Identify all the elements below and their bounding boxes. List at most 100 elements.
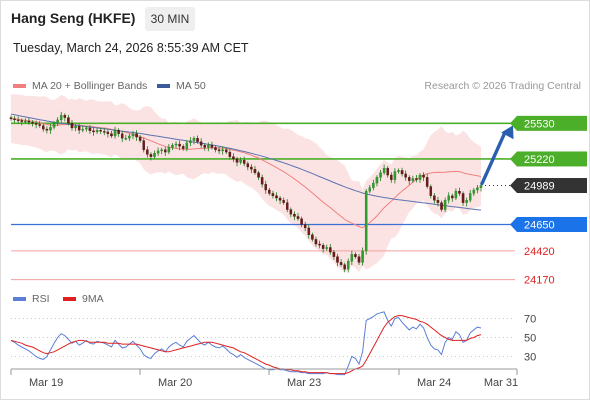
level-label-24989: 24989 <box>524 181 555 193</box>
candle-body <box>92 130 95 133</box>
rsi-tick-70: 70 <box>524 314 536 326</box>
level-box-tip-25220 <box>510 151 517 167</box>
candle-body <box>113 130 117 137</box>
legend-ma20: MA 20 + Bollinger Bands <box>13 80 147 92</box>
x-axis: Mar 19 Mar 20 Mar 23 Mar 24 Mar 31 <box>10 368 518 389</box>
x-tick-label-2: Mar 23 <box>287 377 321 389</box>
candle-body <box>225 149 228 153</box>
legend-9ma-label: 9MA <box>82 293 104 305</box>
candle-body <box>42 125 45 130</box>
candle-body <box>285 202 289 210</box>
candle-body <box>95 130 99 133</box>
candle-body <box>70 123 74 129</box>
price-levels <box>11 122 515 281</box>
candle-body <box>228 151 232 157</box>
candle-body <box>393 171 397 180</box>
candle-body <box>120 133 124 139</box>
candle-body <box>171 145 174 148</box>
legend-ma20-label: MA 20 + Bollinger Bands <box>32 80 148 92</box>
candle-body <box>400 170 404 175</box>
timeframe-badge[interactable]: 30 MIN <box>145 7 195 31</box>
candle-body <box>38 124 41 126</box>
candle-body <box>110 133 113 137</box>
candle-body <box>74 126 77 129</box>
candle-body <box>138 136 142 141</box>
level-label-25220: 25220 <box>524 154 555 166</box>
candle-body <box>31 122 34 124</box>
candle-body <box>425 177 429 187</box>
candle-body <box>106 131 110 134</box>
candle-body <box>382 168 386 173</box>
level-box-tip-24989 <box>510 178 517 194</box>
candle-body <box>332 251 336 257</box>
ma50-swatch <box>157 84 170 88</box>
candle-body <box>88 127 92 131</box>
candle-body <box>235 158 239 163</box>
candles <box>9 111 483 273</box>
ma50-line <box>10 113 482 211</box>
candle-body <box>278 197 282 201</box>
candle-body <box>293 213 296 217</box>
candle-body <box>45 128 49 131</box>
candle-body <box>181 146 185 149</box>
candle-body <box>422 174 425 178</box>
ma20-swatch <box>13 84 26 88</box>
candle-body <box>160 149 163 152</box>
candle-body <box>339 262 343 265</box>
candle-body <box>354 254 357 257</box>
candle-body <box>250 166 253 170</box>
candle-body <box>346 261 350 270</box>
level-box-tip-25530 <box>510 115 517 131</box>
candle-body <box>458 190 461 194</box>
candle-body <box>303 224 307 229</box>
candle-body <box>268 189 271 194</box>
candle-body <box>164 149 167 153</box>
candle-body <box>307 227 311 235</box>
candle-body <box>407 177 411 181</box>
forecast-arrow-shaft <box>480 130 507 186</box>
candle-body <box>217 149 221 152</box>
candle-body <box>433 195 436 201</box>
candle-body <box>210 145 214 148</box>
candle-body <box>185 142 189 149</box>
candle-body <box>178 143 181 147</box>
candle-body <box>436 200 440 203</box>
candle-body <box>454 190 458 199</box>
candle-body <box>103 131 106 133</box>
candle-body <box>411 178 415 181</box>
candle-body <box>207 145 210 148</box>
copyright: Research © 2026 Trading Central <box>424 80 581 92</box>
candle-body <box>443 200 447 210</box>
candle-body <box>461 193 465 203</box>
rsi-swatch <box>13 297 26 301</box>
candle-body <box>379 172 382 178</box>
candle-body <box>372 182 375 188</box>
rsi-tick-50: 50 <box>524 333 536 345</box>
candle-body <box>52 123 56 128</box>
level-box-tip-24650 <box>510 216 517 232</box>
candle-body <box>67 117 70 124</box>
candle-body <box>77 126 81 131</box>
moving-averages <box>10 113 482 229</box>
candle-body <box>99 130 102 132</box>
candle-body <box>314 239 318 245</box>
candle-body <box>375 177 379 184</box>
level-box-24989 <box>517 178 587 194</box>
candle-body <box>260 177 264 185</box>
x-tick-label-3: Mar 24 <box>417 377 451 389</box>
ma9-swatch <box>63 297 76 301</box>
candle-body <box>153 153 156 157</box>
bollinger-band <box>11 94 481 274</box>
level-label-25530: 25530 <box>524 118 555 130</box>
candle-body <box>415 178 418 180</box>
legend-ma50: MA 50 <box>157 80 206 92</box>
candle-body <box>34 123 38 125</box>
candle-body <box>479 185 483 188</box>
x-tick-label-0: Mar 19 <box>29 377 63 389</box>
candle-body <box>246 163 250 168</box>
candle-body <box>397 170 400 172</box>
level-box-25220 <box>517 151 587 167</box>
candle-body <box>275 195 278 199</box>
candle-body <box>451 195 454 199</box>
candle-body <box>390 174 393 180</box>
